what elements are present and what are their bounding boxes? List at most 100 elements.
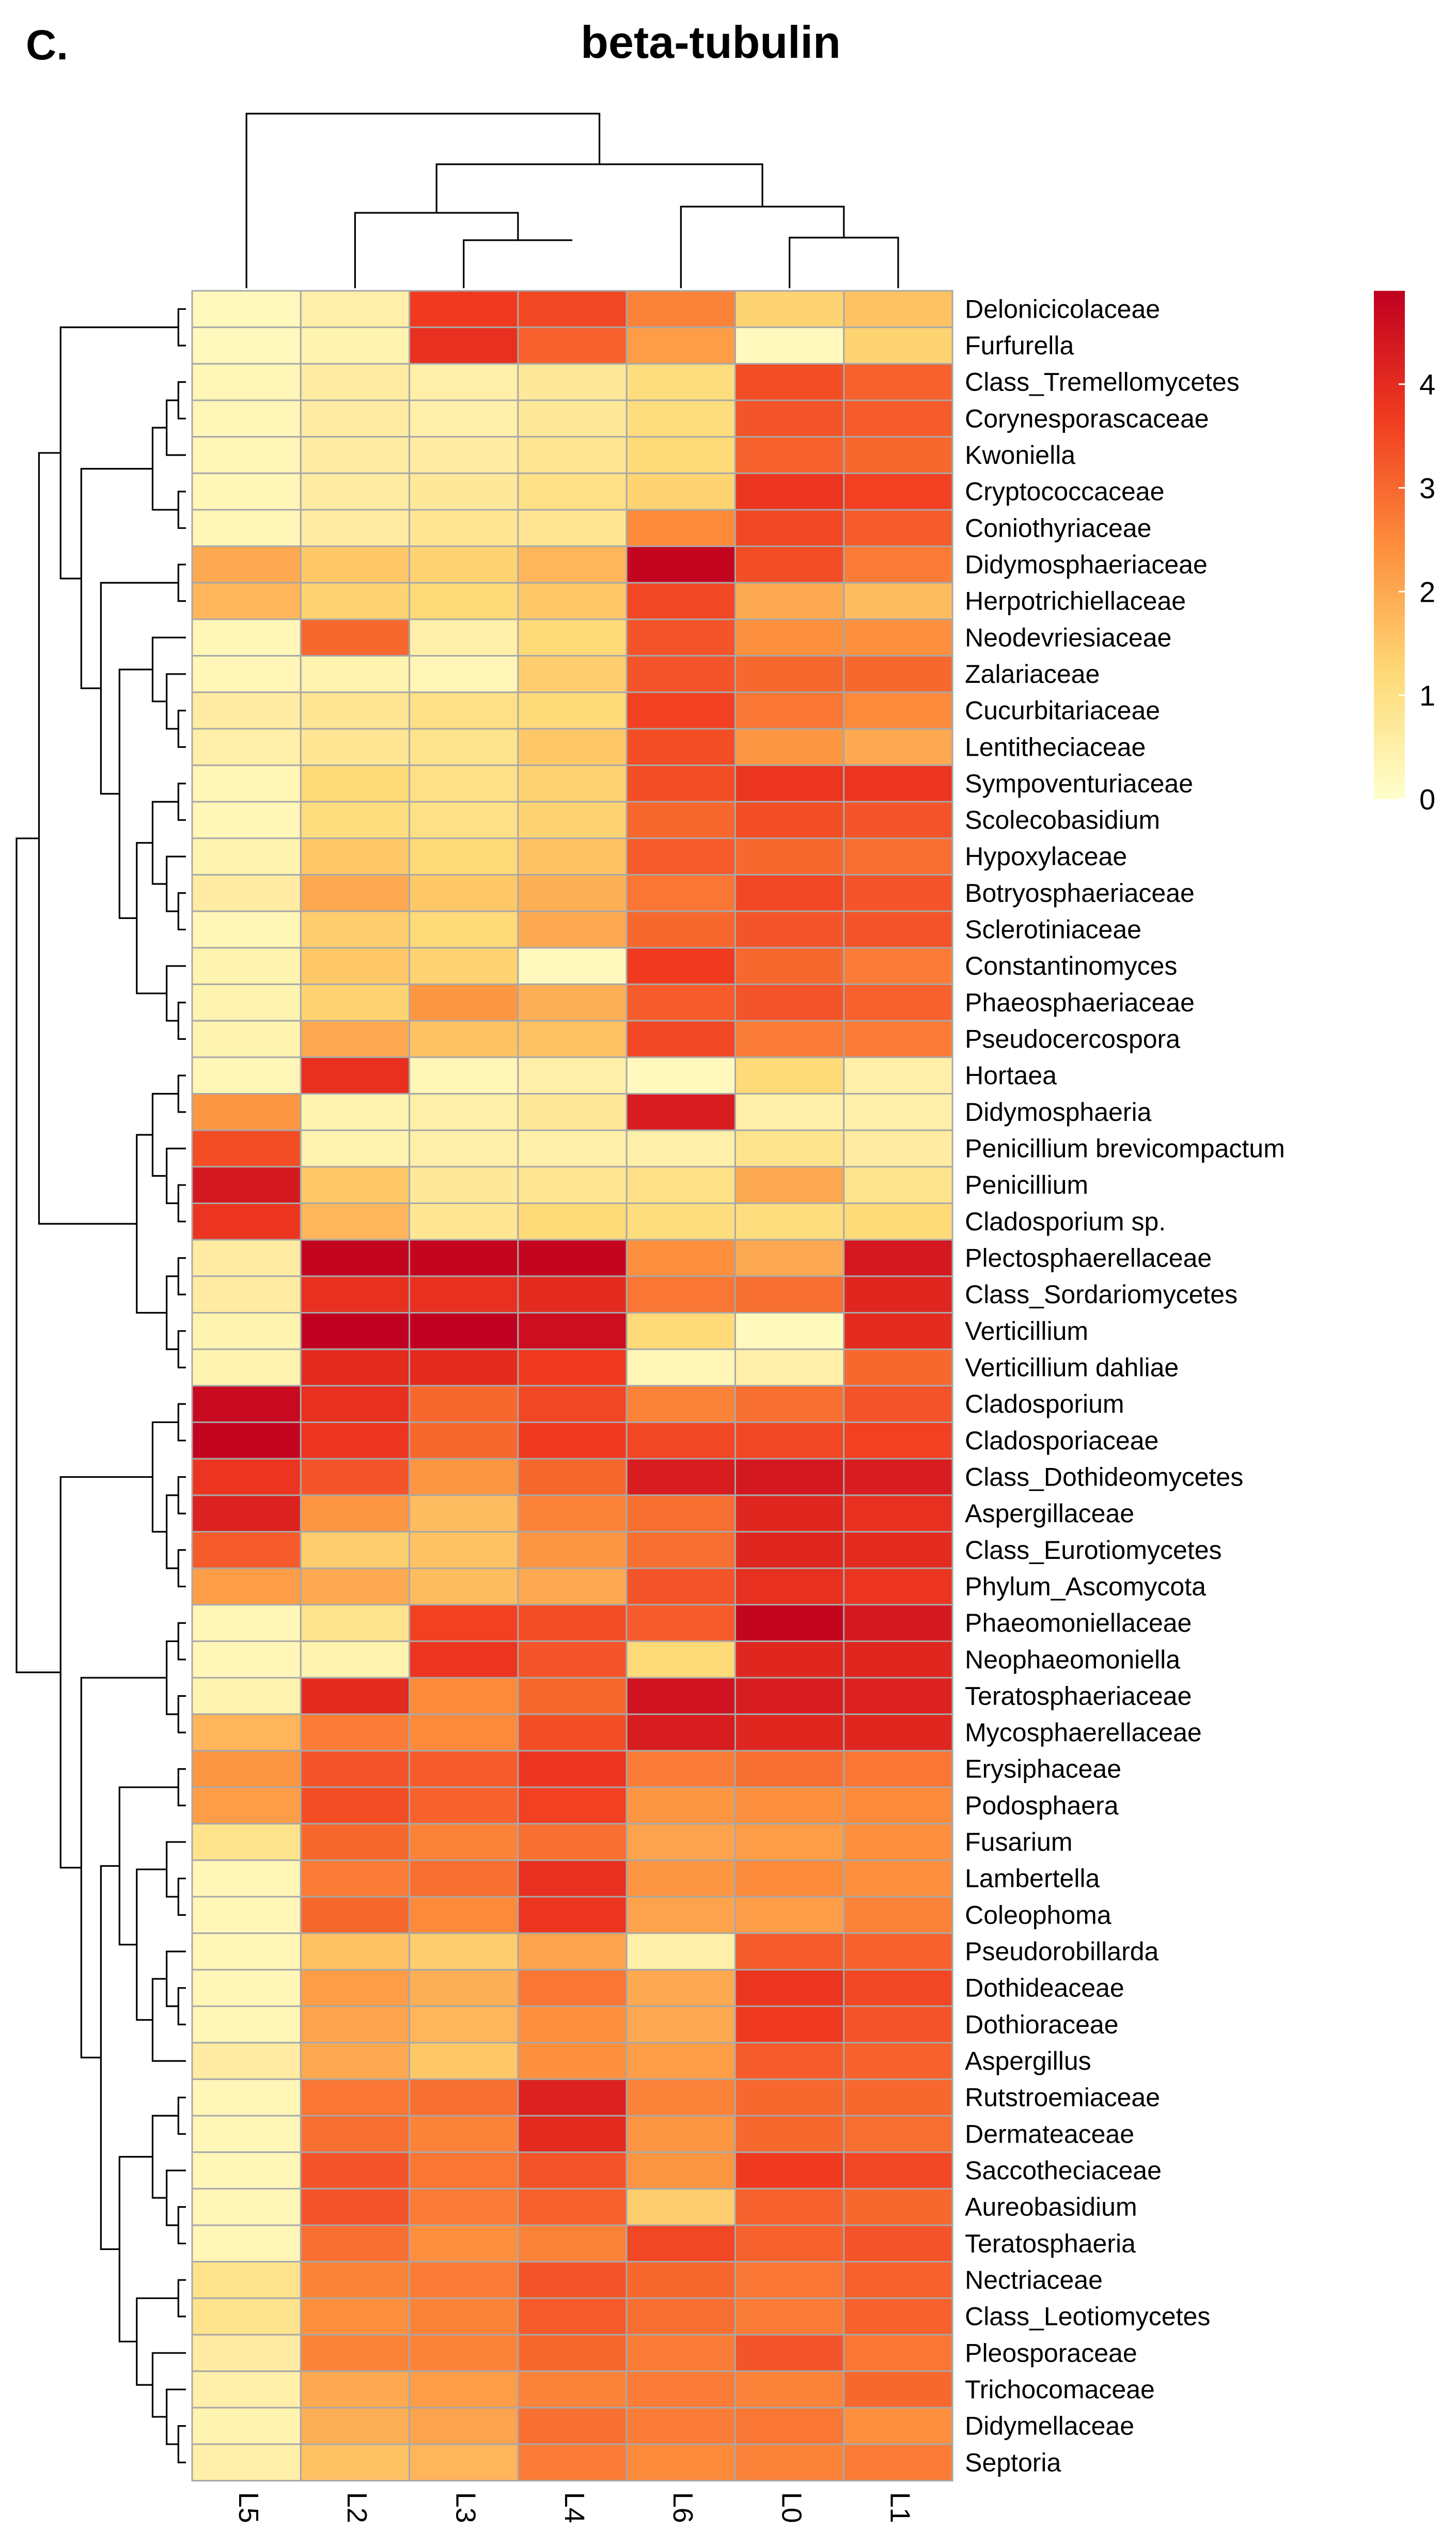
heatmap-cell (409, 1969, 519, 2007)
heatmap-cell (625, 509, 736, 548)
heatmap-cell (734, 1494, 845, 1533)
heatmap-cell (300, 1348, 411, 1387)
heatmap-cell (409, 2370, 519, 2409)
heatmap-cell (625, 363, 736, 401)
dendrogram-branch (118, 1786, 179, 1946)
heatmap-cell (300, 2115, 411, 2153)
heatmap-cell (517, 2370, 628, 2409)
row-label: Phylum_Ascomycota (965, 1572, 1206, 1601)
heatmap-cell (517, 801, 628, 839)
row-label: Furfurella (965, 331, 1074, 360)
row-label: Penicillium brevicompactum (965, 1134, 1285, 1163)
row-label: Saccotheciaceae (965, 2156, 1162, 2185)
heatmap-cell (734, 1677, 845, 1715)
heatmap-cell (843, 582, 953, 620)
heatmap-cell (734, 1166, 845, 1205)
heatmap-cell (517, 1567, 628, 1606)
heatmap-cell (300, 399, 411, 438)
dendrogram-branch (177, 1695, 186, 1733)
heatmap-cell (409, 2042, 519, 2080)
heatmap-cell (409, 1530, 519, 1569)
heatmap-cell (191, 2224, 302, 2263)
heatmap-cell (409, 801, 519, 839)
heatmap-cell (300, 509, 411, 548)
heatmap-cell (191, 2297, 302, 2336)
heatmap-cell (191, 947, 302, 986)
row-label: Cladosporiaceae (965, 1426, 1158, 1455)
heatmap-cell (517, 2261, 628, 2299)
heatmap-cell (843, 874, 953, 912)
heatmap-cell (843, 910, 953, 949)
legend-tick-label: 1 (1419, 679, 1435, 712)
heatmap-cell (843, 1786, 953, 1825)
heatmap-cell (517, 1129, 628, 1168)
dendrogram-branch (166, 1494, 179, 1569)
heatmap-cell (734, 655, 845, 693)
dendrogram-branch (177, 2425, 186, 2463)
heatmap-cell (409, 1385, 519, 1423)
row-label: Neophaeomoniella (965, 1645, 1180, 1674)
heatmap-cell (843, 1750, 953, 1788)
heatmap-cell (734, 1202, 845, 1241)
row-label: Class_Leotiomycetes (965, 2302, 1210, 2331)
heatmap-cell (191, 1311, 302, 1350)
row-label: Sclerotiniaceae (965, 915, 1141, 944)
heatmap-cell (191, 1677, 302, 1715)
heatmap-cell (409, 764, 519, 803)
heatmap-cell (191, 655, 302, 693)
heatmap-cell (191, 837, 302, 876)
row-label: Sympoventuriaceae (965, 769, 1193, 798)
column-label: L6 (667, 2492, 698, 2523)
heatmap-cell (300, 2078, 411, 2117)
heatmap-cell (734, 1713, 845, 1752)
heatmap-cell (843, 1020, 953, 1058)
heatmap-cell (409, 1786, 519, 1825)
heatmap-cell (300, 837, 411, 876)
dendrogram-branch (15, 837, 61, 1674)
heatmap-cell (300, 983, 411, 1022)
heatmap-cell (517, 582, 628, 620)
heatmap-cell (300, 1385, 411, 1423)
heatmap-cell (843, 1896, 953, 1934)
row-label: Neodevriesiaceae (965, 623, 1171, 652)
heatmap-cell (843, 1239, 953, 1277)
heatmap-cell (409, 1311, 519, 1350)
dendrogram-branch (166, 1275, 179, 1350)
heatmap-cell (191, 1239, 302, 1277)
heatmap-cell (409, 1421, 519, 1460)
heatmap-cell (625, 1421, 736, 1460)
row-label: Pleosporaceae (965, 2338, 1137, 2367)
row-label: Verticillium dahliae (965, 1353, 1179, 1382)
dendrogram-branch (177, 1476, 186, 1514)
heatmap-cell (843, 2443, 953, 2482)
heatmap-cell (191, 1969, 302, 2007)
heatmap-cell (625, 436, 736, 474)
heatmap-cell (300, 910, 411, 949)
heatmap-cell (300, 1750, 411, 1788)
dendrogram-branch (166, 1640, 179, 1715)
heatmap-cell (191, 436, 302, 474)
heatmap-cell (517, 363, 628, 401)
heatmap-cell (191, 1056, 302, 1095)
dendrogram-branch (177, 308, 186, 347)
heatmap-cell (843, 1494, 953, 1533)
heatmap-cell (625, 1567, 736, 1606)
heatmap-cell (625, 1640, 736, 1679)
heatmap-cell (843, 2370, 953, 2409)
heatmap-cell (191, 1932, 302, 1971)
heatmap-cell (409, 1750, 519, 1788)
chart-title: beta-tubulin (581, 17, 840, 68)
heatmap-cell (517, 1530, 628, 1569)
row-label: Dothideaceae (965, 1974, 1124, 2003)
heatmap-cell (517, 2188, 628, 2226)
heatmap-cell (409, 399, 519, 438)
heatmap-cell (625, 2334, 736, 2372)
heatmap-cell (625, 1677, 736, 1715)
heatmap-cell (734, 1239, 845, 1277)
dendrogram-branch (166, 965, 186, 1022)
heatmap-cell (191, 1713, 302, 1752)
heatmap-cell (300, 764, 411, 803)
legend-tick-label: 4 (1419, 368, 1435, 401)
heatmap-cell (409, 472, 519, 511)
heatmap-cell (191, 1202, 302, 1241)
